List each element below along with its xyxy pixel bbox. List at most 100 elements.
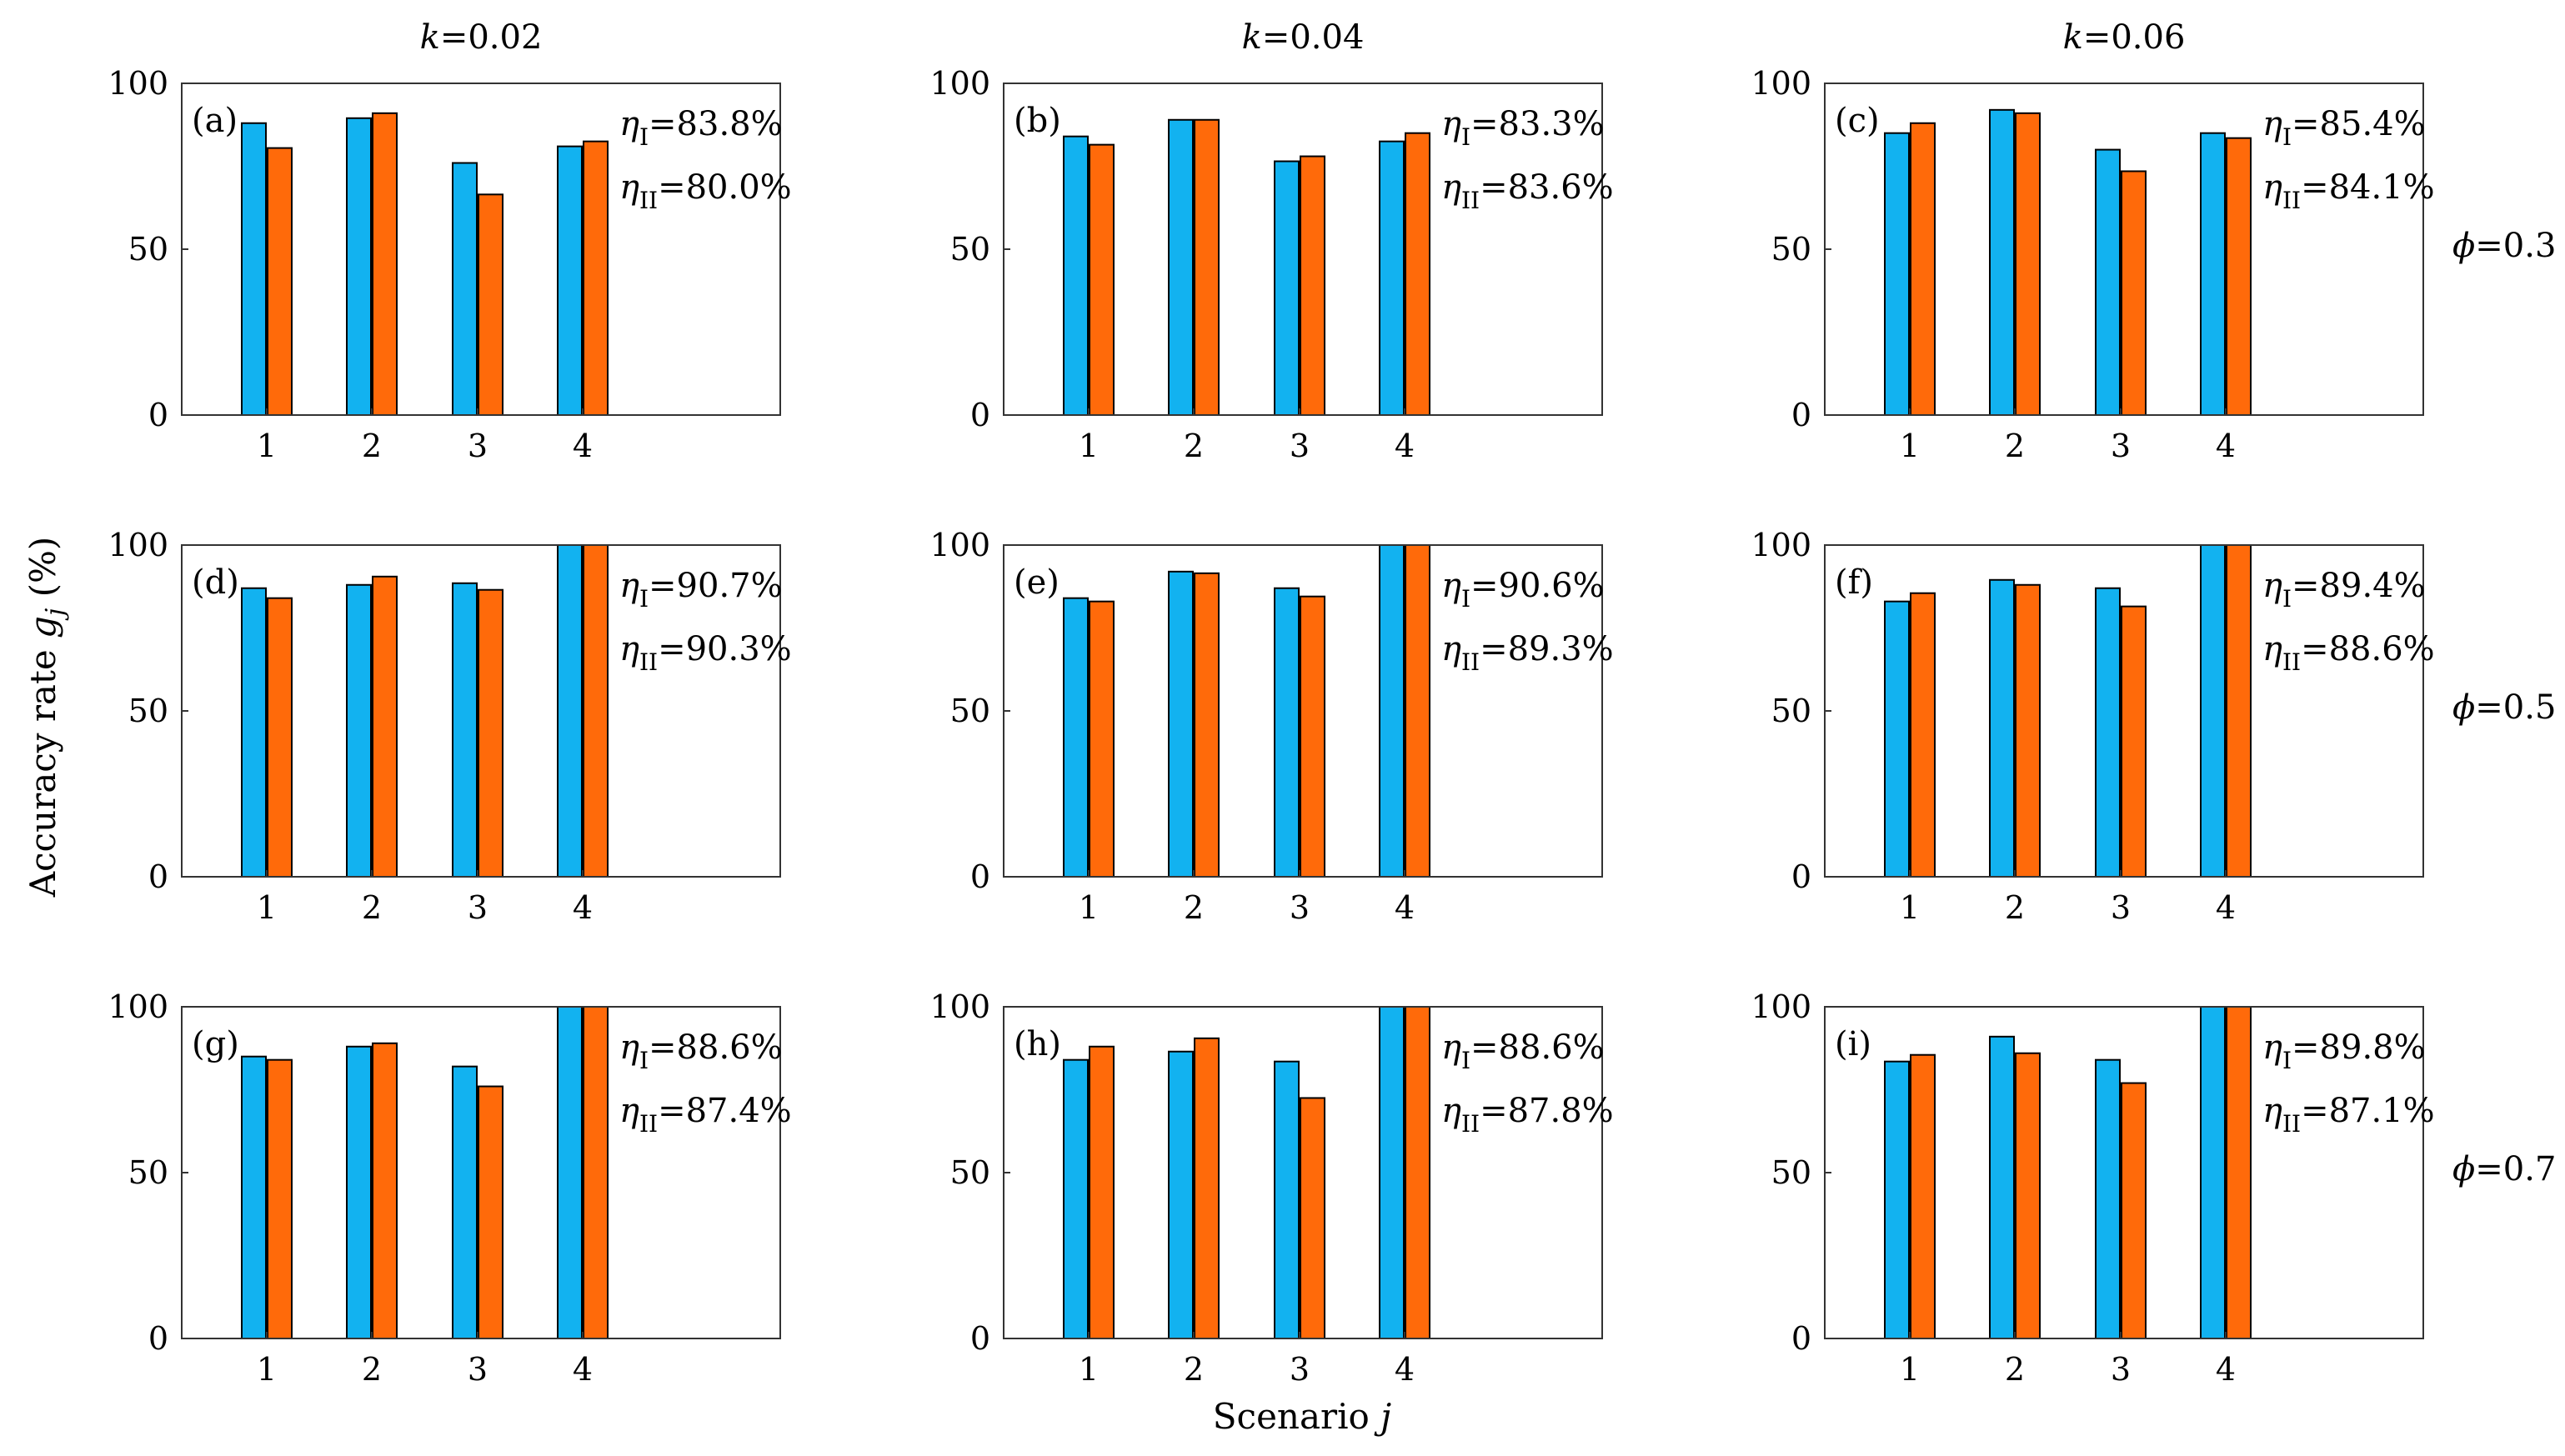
eta-annotation: ηII=90.3% [619,630,792,676]
eta-annotation: ηI=88.6% [619,1028,783,1074]
x-tick-label: 2 [1184,428,1204,464]
eta-annotation: ηI=83.3% [1441,105,1605,151]
eta-annotation: ηI=83.8% [619,105,783,151]
bar-series-I-scenario-3 [2095,587,2121,878]
y-tick-label: 50 [128,1154,168,1191]
y-tick-label: 100 [1751,65,1811,102]
bar-series-II-scenario-2 [1194,1037,1220,1340]
bar-series-I-scenario-3 [2095,148,2121,416]
bar-series-II-scenario-1 [267,1058,293,1340]
bar-series-I-scenario-3 [2095,1058,2121,1340]
bar-series-II-scenario-3 [2121,1082,2147,1339]
panel-c: 0 50 100 1 2 3 4 (c) ηI=85.4% ηII=84.1% [1751,65,2434,464]
x-tick-label: 4 [1395,889,1415,926]
column-header: k=0.02 [420,18,543,57]
y-axis-label: Accuracy rate gj (%) [23,537,70,898]
y-tick-label: 50 [128,693,168,729]
bar-series-II-scenario-1 [1910,122,1936,416]
bar-series-II-scenario-4 [583,1006,609,1339]
y-tick-label: 0 [148,858,168,895]
eta-annotation: ηI=88.6% [1441,1028,1605,1074]
row-label-symbol: ϕ [2452,688,2475,727]
eta-annotation: ηII=88.6% [2262,630,2435,676]
panel-letter: (e) [1014,563,1060,602]
x-tick-label: 1 [257,1351,277,1388]
x-tick-label: 4 [2216,1351,2236,1388]
row-label-symbol: ϕ [2452,227,2475,265]
bar-series-I-scenario-3 [452,1065,478,1339]
bar-series-I-scenario-1 [1884,1060,1910,1339]
panel-letter: (b) [1014,102,1061,140]
y-tick-label: 0 [970,397,990,433]
panel-f: 0 50 100 1 2 3 4 (f) ηI=89.4% ηII=88.6% [1751,527,2434,926]
row-label-value: =0.3 [2475,227,2556,265]
y-tick-label: 50 [1771,231,1811,268]
y-tick-label: 0 [148,397,168,433]
bar-series-I-scenario-1 [1063,597,1089,878]
panel-letter: (h) [1014,1025,1061,1063]
bar-series-II-scenario-1 [1089,600,1115,878]
bar-series-I-scenario-4 [557,1006,583,1339]
y-tick-label: 100 [1751,988,1811,1025]
row-label: ϕ=0.5 [2452,688,2556,727]
x-tick-label: 1 [1079,1351,1099,1388]
eta-annotation: ηII=83.6% [1441,168,1614,214]
column-header: k=0.04 [1242,18,1365,57]
bar-series-I-scenario-3 [1274,160,1300,416]
bar-series-I-scenario-2 [346,583,372,878]
eta-annotation: ηII=87.1% [2262,1092,2435,1138]
x-tick-label: 4 [573,1351,593,1388]
bar-series-I-scenario-4 [557,145,583,417]
x-tick-label: 1 [1079,428,1099,464]
panel-letter: (c) [1835,102,1880,140]
bar-series-II-scenario-1 [267,597,293,878]
row-label-value: =0.5 [2475,688,2556,727]
panel-a: 0 50 100 1 2 3 4 (a) ηI=83.8% ηII=80.0% [108,65,791,464]
bar-series-I-scenario-2 [1168,1050,1194,1339]
y-tick-label: 50 [950,693,990,729]
bar-series-I-scenario-2 [1989,1035,2015,1339]
row-label-value: =0.7 [2475,1150,2556,1188]
eta-annotation: ηII=87.8% [1441,1092,1614,1138]
bar-series-I-scenario-1 [1063,135,1089,417]
bar-series-II-scenario-2 [372,575,398,878]
x-tick-label: 2 [2005,889,2025,926]
bar-series-I-scenario-4 [1379,1006,1405,1339]
bar-series-II-scenario-3 [478,193,503,417]
y-tick-label: 100 [929,988,990,1025]
x-tick-label: 1 [257,889,277,926]
bar-series-I-scenario-4 [1379,544,1405,878]
bar-series-II-scenario-2 [2015,1052,2041,1339]
bar-series-II-scenario-2 [2015,112,2041,416]
bar-series-I-scenario-1 [1884,600,1910,878]
x-tick-label: 3 [468,428,488,464]
bar-series-I-scenario-3 [1274,587,1300,878]
bar-series-II-scenario-4 [2226,1006,2252,1339]
panel-letter: (a) [192,102,238,140]
y-tick-label: 100 [108,527,168,563]
bar-series-II-scenario-1 [1910,1053,1936,1340]
row-label-symbol: ϕ [2452,1150,2475,1188]
x-tick-label: 4 [2216,889,2236,926]
bar-series-II-scenario-2 [1194,572,1220,878]
bar-series-II-scenario-3 [2121,605,2147,878]
bar-series-II-scenario-1 [267,147,293,417]
x-tick-label: 2 [1184,889,1204,926]
bar-series-I-scenario-1 [241,587,267,878]
y-tick-label: 100 [929,527,990,563]
y-tick-label: 100 [108,65,168,102]
bar-series-II-scenario-1 [1089,1045,1115,1339]
panel-b: 0 50 100 1 2 3 4 (b) ηI=83.3% ηII=83.6% [929,65,1613,464]
bar-series-I-scenario-2 [346,117,372,416]
bar-series-II-scenario-2 [372,1042,398,1339]
x-axis-label: Scenario j [1213,1396,1391,1437]
y-tick-label: 0 [1791,1320,1811,1357]
x-tick-label: 1 [257,428,277,464]
bar-series-II-scenario-4 [583,140,609,417]
bar-series-I-scenario-4 [1379,140,1405,417]
x-tick-label: 4 [573,428,593,464]
bar-series-I-scenario-4 [2200,1006,2226,1339]
x-tick-label: 3 [2111,1351,2131,1388]
bar-series-I-scenario-2 [1168,118,1194,416]
x-tick-label: 3 [2111,428,2131,464]
